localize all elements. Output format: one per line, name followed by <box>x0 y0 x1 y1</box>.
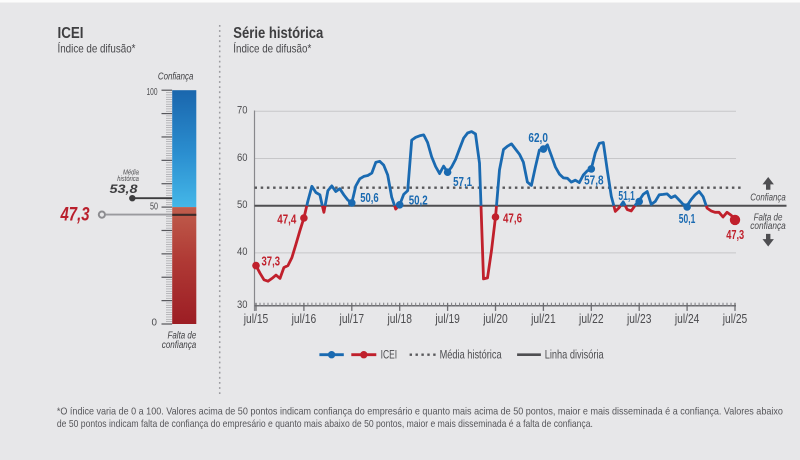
svg-text:Falta de: Falta de <box>754 213 783 224</box>
svg-text:Índice de difusão*: Índice de difusão* <box>58 41 136 55</box>
svg-text:0: 0 <box>152 318 158 329</box>
svg-text:62,0: 62,0 <box>528 131 548 145</box>
svg-text:40: 40 <box>237 246 248 258</box>
svg-text:jul/15: jul/15 <box>243 312 268 326</box>
svg-text:47,4: 47,4 <box>277 213 296 227</box>
svg-text:47,3: 47,3 <box>60 205 90 226</box>
svg-text:Confiança: Confiança <box>750 193 786 204</box>
svg-text:jul/18: jul/18 <box>387 312 412 326</box>
svg-text:60: 60 <box>237 152 248 164</box>
svg-text:Falta de: Falta de <box>168 331 197 342</box>
svg-text:*O índice varia de 0 a 100. Va: *O índice varia de 0 a 100. Valores acim… <box>57 406 783 417</box>
svg-text:Índice de difusão*: Índice de difusão* <box>233 41 311 55</box>
svg-text:ICEI: ICEI <box>58 25 84 42</box>
svg-text:confiança: confiança <box>162 340 197 351</box>
svg-text:30: 30 <box>237 299 248 311</box>
svg-text:53,8: 53,8 <box>110 182 139 196</box>
svg-text:100: 100 <box>147 87 158 98</box>
svg-text:57,8: 57,8 <box>584 174 604 188</box>
svg-text:ICEI: ICEI <box>381 347 398 361</box>
svg-text:50: 50 <box>237 199 248 211</box>
svg-text:Série histórica: Série histórica <box>233 25 323 42</box>
svg-text:jul/22: jul/22 <box>578 312 603 326</box>
svg-text:70: 70 <box>237 105 248 117</box>
svg-text:jul/25: jul/25 <box>722 312 747 326</box>
svg-text:jul/17: jul/17 <box>339 312 364 326</box>
svg-text:jul/23: jul/23 <box>626 312 651 326</box>
svg-text:confiança: confiança <box>750 221 786 232</box>
svg-text:50,6: 50,6 <box>360 191 379 205</box>
svg-text:47,6: 47,6 <box>503 212 522 226</box>
svg-text:jul/21: jul/21 <box>530 312 555 326</box>
svg-text:Média histórica: Média histórica <box>440 347 502 361</box>
svg-text:jul/19: jul/19 <box>435 312 460 326</box>
svg-text:37,3: 37,3 <box>262 254 281 268</box>
svg-text:Confiança: Confiança <box>158 72 194 83</box>
svg-text:histórica: histórica <box>117 174 139 183</box>
svg-text:Média: Média <box>123 167 139 176</box>
svg-text:jul/24: jul/24 <box>674 312 699 326</box>
svg-text:51,1: 51,1 <box>618 189 635 203</box>
svg-text:50,1: 50,1 <box>679 212 696 226</box>
svg-text:50: 50 <box>150 202 158 213</box>
svg-text:47,3: 47,3 <box>726 228 744 242</box>
svg-text:jul/20: jul/20 <box>482 312 507 326</box>
svg-text:50,2: 50,2 <box>409 194 428 208</box>
svg-text:jul/16: jul/16 <box>291 312 316 326</box>
svg-text:57,1: 57,1 <box>453 175 472 189</box>
svg-text:Linha divisória: Linha divisória <box>545 347 604 361</box>
svg-text:de 50 pontos indicam falta de: de 50 pontos indicam falta de confiança … <box>57 419 593 430</box>
